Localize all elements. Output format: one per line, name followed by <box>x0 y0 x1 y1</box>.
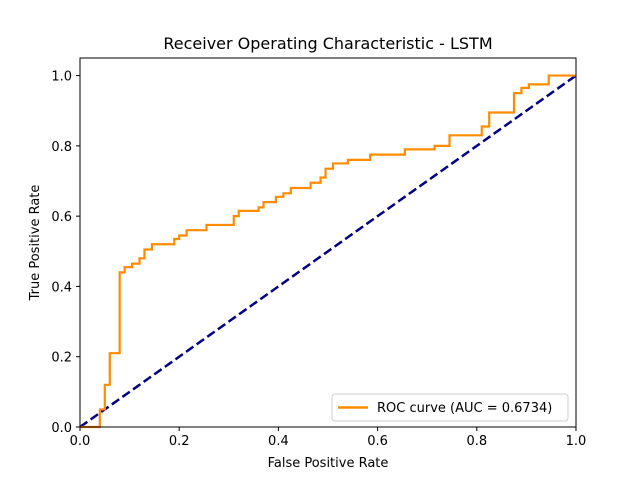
x-tick-label: 0.2 <box>169 434 190 449</box>
x-axis-label: False Positive Rate <box>268 456 389 471</box>
y-tick-label: 0.4 <box>51 280 72 295</box>
y-tick-label: 0.6 <box>51 210 72 225</box>
plot-frame <box>79 57 577 428</box>
chart-title: Receiver Operating Characteristic - LSTM <box>163 34 492 53</box>
y-axis-label: True Positive Rate <box>28 185 43 302</box>
legend: ROC curve (AUC = 0.6734) <box>331 393 569 422</box>
y-tick-label: 1.0 <box>51 70 72 85</box>
curves-layer <box>79 74 577 429</box>
x-tick-label: 1.0 <box>566 434 587 449</box>
roc-curve-line <box>80 74 576 429</box>
x-tick-label: 0.4 <box>268 434 289 449</box>
legend-label: ROC curve (AUC = 0.6734) <box>377 401 552 416</box>
y-tick-label: 0.0 <box>51 421 72 436</box>
y-tick-label: 0.2 <box>51 351 72 366</box>
y-axis-ticks: 0.0 0.2 0.4 0.6 0.8 1.0 <box>51 70 80 436</box>
legend-box <box>331 393 569 422</box>
x-tick-label: 0.0 <box>70 434 91 449</box>
chance-diagonal-line <box>79 74 577 429</box>
y-tick-label: 0.8 <box>51 140 72 155</box>
x-tick-label: 0.8 <box>466 434 487 449</box>
x-axis-ticks: 0.0 0.2 0.4 0.6 0.8 1.0 <box>70 427 587 449</box>
plot-area <box>80 58 576 427</box>
x-tick-label: 0.6 <box>367 434 388 449</box>
